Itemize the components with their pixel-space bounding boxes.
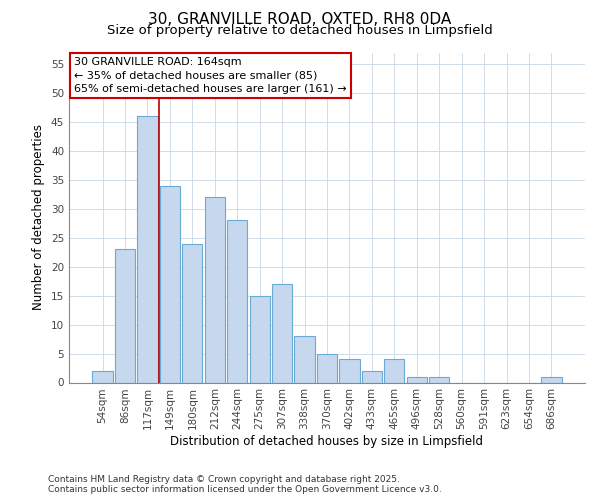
Bar: [384, 360, 404, 382]
Text: 30 GRANVILLE ROAD: 164sqm
← 35% of detached houses are smaller (85)
65% of semi-: 30 GRANVILLE ROAD: 164sqm ← 35% of detac…: [74, 58, 347, 94]
Text: Size of property relative to detached houses in Limpsfield: Size of property relative to detached ho…: [107, 24, 493, 37]
Bar: [182, 244, 202, 382]
Bar: [115, 250, 135, 382]
Bar: [317, 354, 337, 382]
Bar: [407, 376, 427, 382]
Text: 30, GRANVILLE ROAD, OXTED, RH8 0DA: 30, GRANVILLE ROAD, OXTED, RH8 0DA: [148, 12, 452, 28]
Y-axis label: Number of detached properties: Number of detached properties: [32, 124, 46, 310]
Bar: [92, 371, 113, 382]
Bar: [362, 371, 382, 382]
Bar: [295, 336, 314, 382]
Bar: [227, 220, 247, 382]
Bar: [137, 116, 158, 382]
Bar: [340, 360, 359, 382]
Bar: [429, 376, 449, 382]
Bar: [205, 197, 225, 382]
Bar: [160, 186, 180, 382]
Text: Contains HM Land Registry data © Crown copyright and database right 2025.
Contai: Contains HM Land Registry data © Crown c…: [48, 474, 442, 494]
X-axis label: Distribution of detached houses by size in Limpsfield: Distribution of detached houses by size …: [170, 435, 484, 448]
Bar: [541, 376, 562, 382]
Bar: [250, 296, 270, 382]
Bar: [272, 284, 292, 382]
